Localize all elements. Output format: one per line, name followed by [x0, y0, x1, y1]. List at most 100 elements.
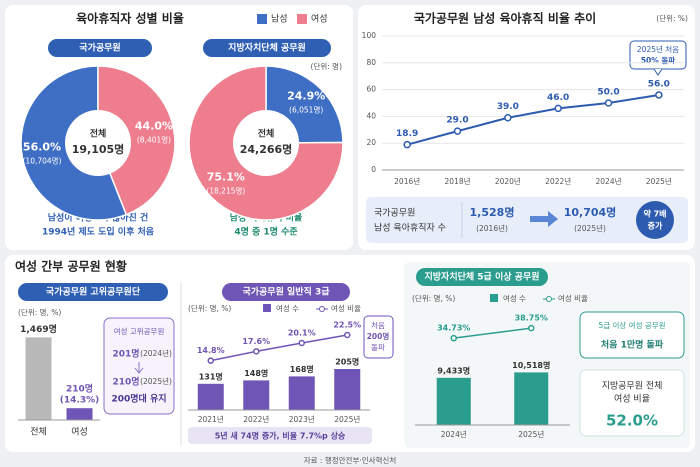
point	[403, 140, 411, 149]
pill	[203, 39, 331, 57]
summary-year: (2016년)	[476, 223, 508, 233]
value-label: 210명	[66, 383, 93, 395]
legend-label: 남성	[271, 14, 288, 25]
value-label: 20.1%	[288, 329, 316, 338]
summary-box	[366, 197, 688, 243]
legend-label: 여성 비율	[558, 293, 588, 303]
center-label: 전체	[90, 128, 107, 140]
point	[655, 91, 663, 99]
callout: 2025년 처음	[637, 44, 679, 54]
x-tick-label: 2024년	[441, 429, 467, 439]
caption: 4명 중 1명 수준	[234, 226, 297, 238]
value-label: 50.0	[597, 88, 619, 98]
line	[210, 334, 348, 362]
footnote-box	[188, 427, 372, 444]
pie-slice	[188, 65, 344, 221]
arrow	[530, 211, 558, 227]
stat-box	[579, 369, 685, 437]
callout: 50% 돌파	[641, 55, 675, 65]
badge-text: 약 7배	[643, 209, 666, 219]
note-year: (2024년)	[140, 348, 172, 358]
callout: 200명	[367, 331, 390, 341]
point	[253, 348, 260, 355]
value-label: 46.0	[547, 93, 569, 103]
highlight-box	[579, 311, 685, 359]
center-total: 19,105명	[72, 142, 125, 156]
summary-label: 남성 육아휴직자 수	[374, 223, 446, 234]
x-tick-label: 여성	[71, 426, 88, 438]
count-label: (8,401명)	[137, 134, 171, 144]
bar	[436, 377, 471, 425]
x-tick-label: 2016년	[394, 176, 420, 186]
bar	[243, 380, 270, 410]
point	[504, 113, 512, 122]
y-tick-label: 20	[366, 138, 376, 147]
chart-title: 지방자치단체 공무원	[228, 42, 306, 54]
legend-point	[319, 306, 325, 312]
bar	[197, 383, 224, 410]
summary-label: 국가공무원	[374, 208, 415, 219]
center-label: 전체	[258, 128, 275, 140]
point	[344, 331, 351, 339]
y-tick-label: 80	[366, 58, 376, 67]
line	[453, 327, 532, 339]
x-tick-label: 2025년	[646, 176, 672, 186]
unit: (단위: %)	[656, 13, 688, 23]
value-label: 1,469명	[20, 323, 57, 335]
y-tick-label: 0	[371, 165, 376, 174]
note-year: (2025년)	[140, 376, 172, 386]
summary-to: 10,704명	[564, 205, 617, 219]
chart-title: 국가공무원	[79, 42, 120, 54]
panel	[358, 5, 695, 250]
point	[207, 357, 214, 364]
point	[528, 324, 535, 332]
value-label: 56.0%	[23, 141, 61, 154]
legend-label: 여성 수	[276, 303, 299, 313]
footnote: 5년 새 74명 증가, 비율 7.7%p 상승	[215, 431, 346, 441]
bar	[25, 337, 52, 420]
point	[298, 339, 305, 347]
pie-slice	[97, 65, 176, 216]
unit: (단위: 명, %)	[412, 293, 455, 303]
y-tick-label: 60	[366, 85, 376, 94]
legend-label: 여성	[311, 13, 328, 25]
chart-title: 국가공무원 일반직 3급	[242, 286, 330, 298]
value-label: 18.9	[396, 129, 418, 139]
stat-label: 지방공무원 전체	[602, 381, 663, 392]
value-label: 29.0	[446, 116, 468, 126]
value-label: 205명	[335, 357, 359, 367]
value-label: 9,433명	[437, 365, 470, 375]
point	[554, 104, 562, 113]
value-label: 24.9%	[287, 90, 325, 103]
bar	[66, 408, 93, 420]
value-label: 44.0%	[135, 119, 173, 132]
legend-swatch	[257, 14, 267, 24]
chart-title: 국가공무원 고위공무원단	[46, 286, 141, 298]
legend-label: 여성 수	[503, 293, 526, 303]
callout: 돌파	[371, 343, 385, 352]
count-label: (18,215명)	[206, 185, 245, 195]
section-title: 육아휴직자 성별 비율	[76, 11, 184, 26]
stat-value: 52.0%	[606, 412, 658, 430]
donut-hole	[233, 110, 299, 176]
chart-title: 지방자치단체 5급 이상 공무원	[424, 271, 539, 283]
highlight-text: 처음 1만명 돌파	[601, 339, 664, 351]
note-value: 201명	[112, 348, 139, 360]
highlight-title: 5급 이상 여성 공무원	[598, 320, 665, 330]
x-tick-label: 전체	[30, 427, 47, 438]
source: 자료 : 행정안전부·인사혁신처	[304, 455, 396, 465]
note-title: 여성 고위공무원	[114, 326, 165, 336]
point	[450, 334, 457, 342]
x-tick-label: 2018년	[445, 176, 471, 186]
value-label: 131명	[199, 371, 223, 381]
value-label: 38.75%	[515, 314, 548, 323]
note-value: 210명	[112, 376, 139, 388]
x-tick-label: 2025년	[518, 429, 544, 439]
pill	[416, 268, 548, 286]
unit: (단위: 명)	[311, 61, 343, 71]
legend-label: 여성 비율	[331, 303, 361, 313]
summary-from: 1,528명	[470, 205, 515, 219]
value-label: 75.1%	[207, 170, 245, 183]
count-label: (6,051명)	[289, 105, 323, 115]
legend-point	[546, 296, 552, 302]
